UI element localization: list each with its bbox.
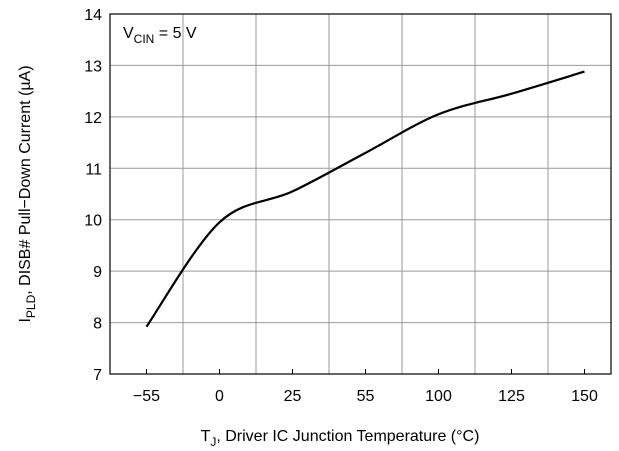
x-label-sub: J xyxy=(210,435,216,449)
y-tick-label: 8 xyxy=(93,316,102,333)
x-tick-label: 55 xyxy=(357,388,375,405)
y-label-rest: , DISB# Pull−Down Current (µA) xyxy=(17,65,34,294)
y-tick-label: 12 xyxy=(84,110,102,127)
y-label-main: I xyxy=(17,318,34,322)
x-tick-label: 150 xyxy=(571,388,598,405)
x-tick-label: −55 xyxy=(133,388,160,405)
plot-frame xyxy=(109,13,612,375)
x-tick-label: 125 xyxy=(498,388,525,405)
x-label-rest: , Driver IC Junction Temperature (°C) xyxy=(216,428,479,445)
y-axis-label: IPLD, DISB# Pull−Down Current (µA) xyxy=(17,65,38,322)
y-tick-label: 14 xyxy=(84,7,102,24)
annotation: VCIN = 5 V xyxy=(123,25,197,46)
y-tick-label: 10 xyxy=(84,213,102,230)
annotation-rest: = 5 V xyxy=(154,25,197,42)
y-tick-label: 9 xyxy=(93,264,102,281)
x-tick-label: 25 xyxy=(284,388,302,405)
x-label-main: T xyxy=(201,428,211,445)
data-line xyxy=(145,70,585,328)
x-axis-label: TJ, Driver IC Junction Temperature (°C) xyxy=(201,428,480,449)
y-tick-label: 13 xyxy=(84,58,102,75)
x-tick-label: 100 xyxy=(425,388,452,405)
annotation-main: V xyxy=(123,25,134,42)
x-tick-label: 0 xyxy=(215,388,224,405)
y-tick-label: 11 xyxy=(85,161,102,178)
y-label-sub: PLD xyxy=(24,294,38,318)
annotation-sub: CIN xyxy=(134,32,155,46)
y-tick-label: 7 xyxy=(93,367,102,384)
